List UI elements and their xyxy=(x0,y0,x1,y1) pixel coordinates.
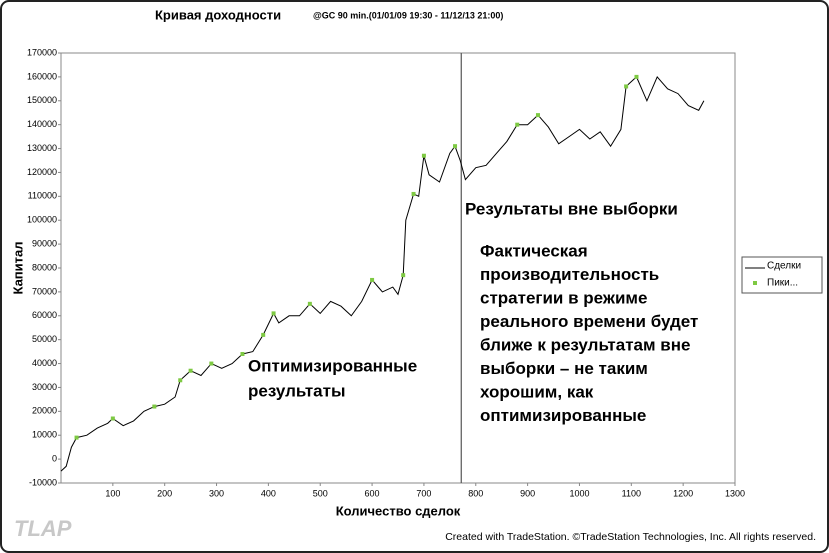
x-tick-label: 100 xyxy=(105,488,120,498)
x-tick-label: 600 xyxy=(365,488,380,498)
y-axis-label: Капитал xyxy=(10,241,25,294)
peak-marker xyxy=(370,277,375,282)
peak-marker xyxy=(209,361,214,366)
peak-marker xyxy=(421,153,426,158)
legend xyxy=(741,256,823,294)
y-tick-label: 140000 xyxy=(27,119,57,129)
peak-marker xyxy=(188,368,193,373)
peak-marker xyxy=(110,416,115,421)
y-tick-label: 10000 xyxy=(32,430,57,440)
y-tick-label: 130000 xyxy=(27,143,57,153)
y-tick-label: 100000 xyxy=(27,215,57,225)
peak-marker xyxy=(74,435,79,440)
peak-marker xyxy=(624,84,629,89)
y-tick-label: 30000 xyxy=(32,382,57,392)
y-tick-label: 40000 xyxy=(32,358,57,368)
equity-line xyxy=(60,75,705,472)
peak-marker xyxy=(453,144,458,149)
x-tick-label: 700 xyxy=(416,488,431,498)
y-tick-label: 20000 xyxy=(32,406,57,416)
x-tick-label: 1000 xyxy=(569,488,589,498)
annotation: производительность xyxy=(480,265,659,284)
y-tick-label: 160000 xyxy=(27,71,57,81)
x-tick-label: 1100 xyxy=(622,488,641,498)
annotation: выборки – не таким xyxy=(480,359,648,378)
annotation: Оптимизированные xyxy=(248,356,417,375)
peak-marker xyxy=(535,113,540,118)
chart-title: Кривая доходности xyxy=(155,7,281,22)
y-tick-label: 70000 xyxy=(32,286,57,296)
footer: Created with TradeStation. ©TradeStation… xyxy=(445,531,816,543)
peak-marker xyxy=(271,311,276,316)
y-tick-label: 0 xyxy=(52,453,57,463)
annotation: оптимизированные xyxy=(480,406,646,425)
x-tick-label: 300 xyxy=(209,488,224,498)
x-tick-label: 1200 xyxy=(673,488,693,498)
y-tick-label: -10000 xyxy=(29,477,57,487)
peak-marker xyxy=(261,332,266,337)
annotation: Фактическая xyxy=(480,241,588,260)
y-tick-label: 110000 xyxy=(28,191,57,201)
x-tick-label: 200 xyxy=(157,488,172,498)
x-tick-label: 500 xyxy=(313,488,328,498)
x-tick-label: 400 xyxy=(261,488,276,498)
annotation: стратегии в режиме xyxy=(480,288,647,307)
peak-marker xyxy=(152,404,157,409)
legend-swatch xyxy=(753,281,757,285)
x-tick-label: 900 xyxy=(520,488,535,498)
annotation: ближе к результатам вне xyxy=(480,335,690,354)
y-tick-label: 50000 xyxy=(32,334,57,344)
x-axis-label: Количество сделок xyxy=(336,503,461,518)
peak-marker xyxy=(240,352,245,356)
peak-marker xyxy=(307,301,312,306)
chart-subtitle: @GC 90 min.(01/01/09 19:30 - 11/12/13 21… xyxy=(313,10,503,20)
annotation: Результаты вне выборки xyxy=(465,199,678,218)
x-tick-label: 800 xyxy=(468,488,483,498)
y-tick-label: 150000 xyxy=(27,95,57,105)
legend-label: Сделки xyxy=(767,261,801,272)
peak-marker xyxy=(515,122,520,127)
y-tick-label: 80000 xyxy=(32,262,57,272)
y-tick-label: 90000 xyxy=(32,238,57,248)
y-tick-label: 120000 xyxy=(27,167,57,177)
peak-marker xyxy=(411,191,416,196)
x-tick-label: 1300 xyxy=(725,488,745,498)
peak-marker xyxy=(401,273,406,278)
peak-marker xyxy=(178,378,183,383)
y-tick-label: 60000 xyxy=(32,310,57,320)
y-tick-label: 170000 xyxy=(27,47,57,57)
peak-marker xyxy=(634,74,639,79)
annotation: результаты xyxy=(248,381,345,400)
watermark: TLAP xyxy=(14,516,72,541)
legend-label: Пики... xyxy=(767,278,798,289)
annotation: хорошим, как xyxy=(480,382,594,401)
annotation: реального времени будет xyxy=(480,312,698,331)
